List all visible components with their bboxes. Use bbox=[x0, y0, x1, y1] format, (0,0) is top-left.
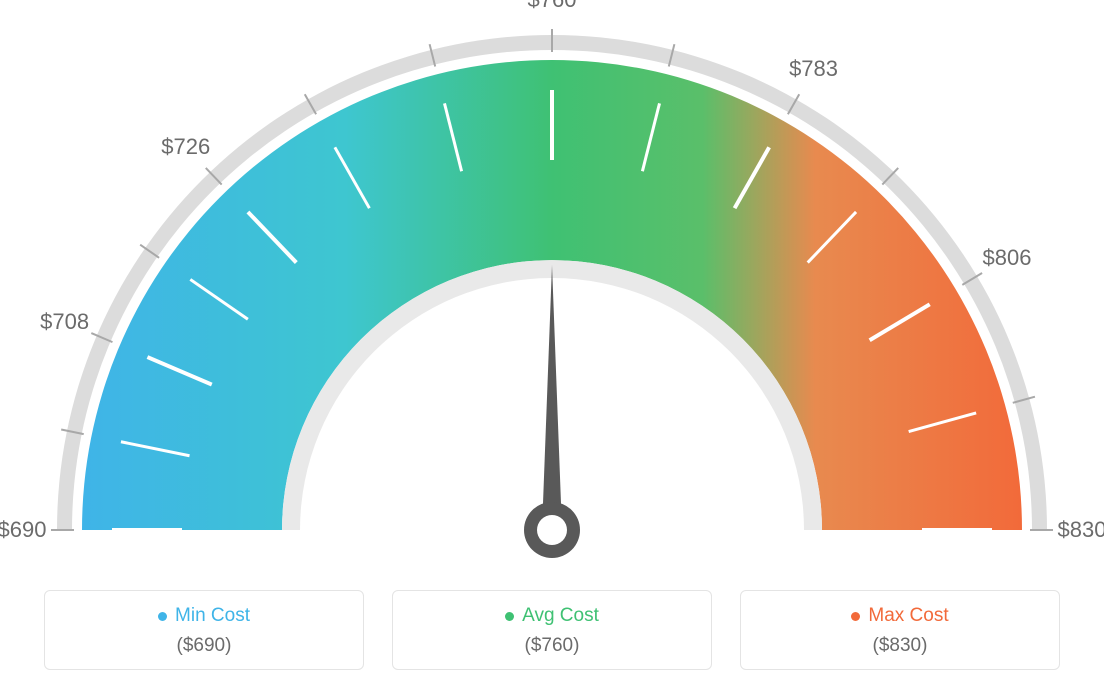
dot-icon-max bbox=[851, 612, 860, 621]
gauge-chart-container: $690 $708 $726 $760 $783 $806 $830 Min Cost ($… bbox=[0, 0, 1104, 690]
gauge-tick-label: $830 bbox=[1058, 517, 1104, 543]
legend-card-min: Min Cost ($690) bbox=[44, 590, 364, 670]
legend-title-label: Max Cost bbox=[868, 605, 948, 627]
gauge-tick-label: $806 bbox=[982, 245, 1031, 271]
gauge-tick-label: $726 bbox=[161, 134, 210, 160]
gauge-tick-label: $690 bbox=[0, 517, 46, 543]
dot-icon-min bbox=[158, 612, 167, 621]
legend-value-min: ($690) bbox=[55, 635, 353, 657]
gauge-area: $690 $708 $726 $760 $783 $806 $830 bbox=[0, 0, 1104, 580]
legend-value-max: ($830) bbox=[751, 635, 1049, 657]
gauge-tick-label: $783 bbox=[789, 56, 838, 82]
legend-title-label: Min Cost bbox=[175, 605, 250, 627]
legend-value-avg: ($760) bbox=[403, 635, 701, 657]
legend-title-min: Min Cost bbox=[158, 605, 250, 627]
legend-title-max: Max Cost bbox=[851, 605, 948, 627]
legend-card-avg: Avg Cost ($760) bbox=[392, 590, 712, 670]
gauge-tick-label: $708 bbox=[40, 309, 89, 335]
legend-card-max: Max Cost ($830) bbox=[740, 590, 1060, 670]
dot-icon-avg bbox=[505, 612, 514, 621]
legend-row: Min Cost ($690) Avg Cost ($760) Max Cost… bbox=[0, 590, 1104, 670]
gauge-tick-label: $760 bbox=[528, 0, 577, 13]
legend-title-label: Avg Cost bbox=[522, 605, 599, 627]
gauge-svg bbox=[0, 0, 1104, 580]
legend-title-avg: Avg Cost bbox=[505, 605, 599, 627]
